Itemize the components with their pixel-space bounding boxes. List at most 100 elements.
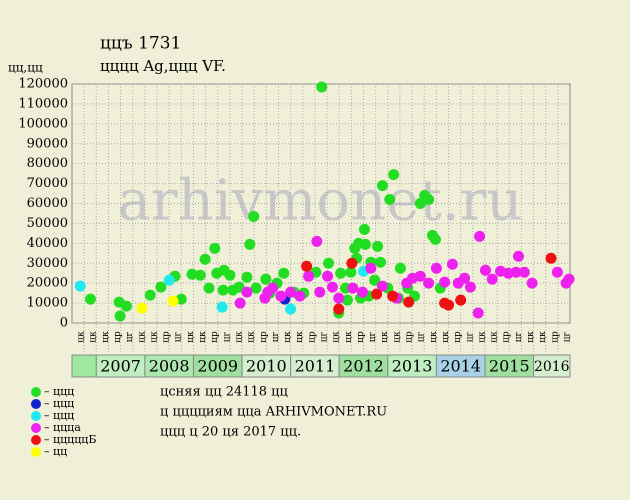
- point: [267, 282, 279, 294]
- quarter-label: цр: [162, 331, 172, 343]
- quarter-label: цк: [234, 331, 244, 343]
- point: [314, 286, 326, 298]
- point: [194, 269, 206, 281]
- y-tick-label: 20000: [27, 276, 68, 291]
- legend-label: – цццццБ: [44, 433, 96, 446]
- point: [74, 280, 86, 292]
- point: [322, 270, 334, 282]
- point: [335, 267, 347, 279]
- y-tick-label: 30000: [27, 256, 68, 271]
- point: [216, 301, 228, 313]
- quarter-label: цк: [295, 331, 305, 343]
- year-label: 2007: [100, 357, 141, 376]
- quarter-label: цр: [405, 331, 415, 343]
- point: [518, 266, 530, 278]
- y-axis-label: цц,цц: [8, 61, 43, 75]
- chart-subtitle: цццц Ag,ццц VF.: [100, 57, 226, 75]
- legend-label: – цццa: [44, 421, 81, 434]
- point: [512, 250, 524, 262]
- point: [163, 274, 175, 286]
- point: [199, 253, 211, 265]
- quarter-label: цк: [77, 331, 87, 343]
- y-tick-label: 110000: [18, 96, 68, 111]
- point: [260, 273, 272, 285]
- point: [423, 277, 435, 289]
- y-tick-label: 60000: [27, 196, 68, 211]
- y-tick-label: 10000: [27, 296, 68, 311]
- point: [209, 242, 221, 254]
- point: [217, 284, 229, 296]
- quarter-label: цк: [490, 331, 500, 343]
- quarter-label: цг: [222, 331, 232, 342]
- quarter-label: цг: [417, 331, 427, 342]
- quarter-label: цг: [174, 331, 184, 342]
- quarter-label: цк: [89, 331, 99, 343]
- point: [326, 281, 338, 293]
- quarter-label: цр: [307, 331, 317, 343]
- point: [250, 282, 262, 294]
- point: [333, 303, 345, 315]
- year-cell: [533, 354, 571, 378]
- point: [346, 257, 358, 269]
- point: [347, 282, 359, 294]
- note: ц цццциям цца ARHIVMONET.RU: [160, 405, 387, 420]
- year-label: 2012: [343, 357, 384, 376]
- year-label: 2015: [489, 357, 530, 376]
- point: [294, 290, 306, 302]
- point: [459, 272, 471, 284]
- legend-label: – ццц: [44, 409, 74, 422]
- note: цсняя цц 24118 цц: [160, 385, 288, 400]
- point: [316, 81, 328, 93]
- quarter-label: цк: [392, 331, 402, 343]
- quarter-label: цг: [368, 331, 378, 342]
- point: [372, 240, 384, 252]
- point: [388, 169, 400, 181]
- point: [472, 307, 484, 319]
- point: [186, 268, 198, 280]
- quarter-label: цк: [186, 331, 196, 343]
- point: [311, 235, 323, 247]
- legend-marker: [31, 423, 41, 433]
- year-row-start: [71, 354, 97, 378]
- y-tick-label: 120000: [18, 77, 68, 92]
- point: [333, 292, 345, 304]
- quarter-label: цк: [429, 331, 439, 343]
- quarter-label: цг: [271, 331, 281, 342]
- watermark: arhivmonet.ru: [118, 169, 523, 234]
- point: [414, 270, 426, 282]
- legend-label: – цц: [44, 445, 67, 458]
- point: [387, 290, 399, 302]
- point: [403, 296, 415, 308]
- quarter-label: цк: [344, 331, 354, 343]
- point: [224, 269, 236, 281]
- quarter-label: цр: [550, 331, 560, 343]
- quarter-label: цг: [465, 331, 475, 342]
- point: [479, 264, 491, 276]
- point: [357, 286, 369, 298]
- point: [136, 302, 148, 314]
- year-label: 2009: [197, 357, 238, 376]
- point: [429, 233, 441, 245]
- point: [144, 289, 156, 301]
- year-label: 2008: [149, 357, 190, 376]
- quarter-label: цг: [125, 331, 135, 342]
- point: [248, 210, 260, 222]
- point: [446, 258, 458, 270]
- year-label: 2010: [246, 357, 287, 376]
- point: [84, 293, 96, 305]
- year-label: 2016: [534, 359, 570, 375]
- point: [285, 286, 297, 298]
- point: [510, 266, 522, 278]
- year-label: 2014: [440, 357, 481, 376]
- point: [365, 262, 377, 274]
- point: [371, 288, 383, 300]
- y-tick-label: 40000: [27, 236, 68, 251]
- year-label: 2013: [392, 357, 433, 376]
- point: [394, 262, 406, 274]
- legend-label: – ццц: [44, 385, 74, 398]
- legend-label: – ццц: [44, 397, 74, 410]
- point: [155, 281, 167, 293]
- quarter-label: цк: [198, 331, 208, 343]
- point: [120, 300, 132, 312]
- quarter-label: цк: [332, 331, 342, 343]
